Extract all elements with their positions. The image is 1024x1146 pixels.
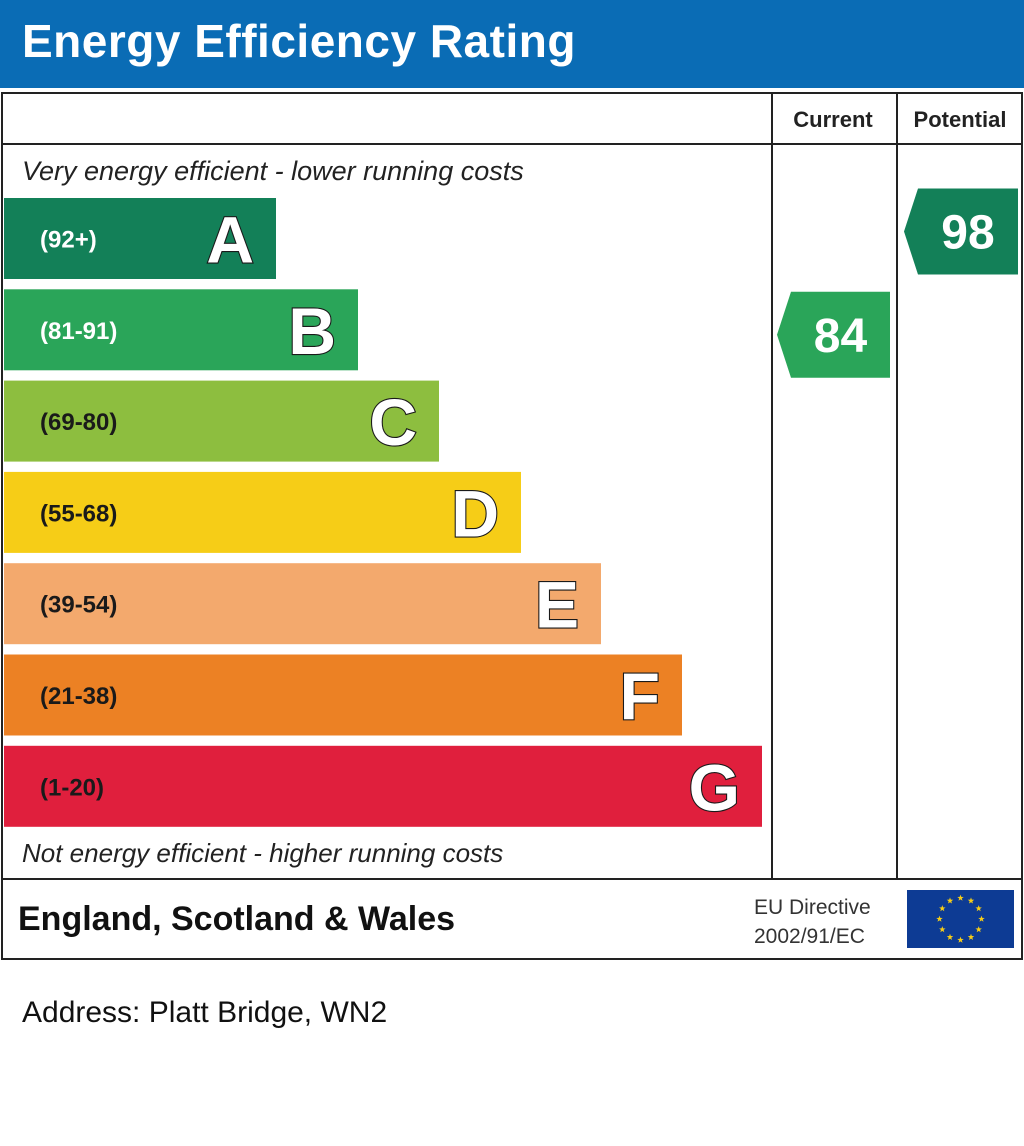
column-header-current: Current bbox=[793, 107, 873, 132]
eu-star-icon bbox=[978, 915, 985, 922]
band-g-bar bbox=[4, 745, 762, 827]
band-b-letter: B bbox=[288, 294, 336, 368]
column-header-potential: Potential bbox=[914, 107, 1007, 132]
band-f-bar bbox=[4, 654, 682, 736]
band-d-range: (55-68) bbox=[40, 500, 117, 527]
potential-rating-arrow bbox=[904, 188, 1018, 275]
band-e-bar bbox=[4, 563, 601, 645]
band-g-range: (1-20) bbox=[40, 774, 104, 801]
rating-indicators: 84 98 bbox=[777, 188, 1018, 378]
eu-star-icon bbox=[936, 915, 943, 922]
band-e-letter: E bbox=[535, 568, 579, 642]
caption-top: Very energy efficient - lower running co… bbox=[22, 156, 524, 186]
eu-star-icon bbox=[946, 933, 954, 940]
eu-star-icon bbox=[957, 936, 964, 943]
band-f-letter: F bbox=[620, 659, 660, 733]
eu-star-icon bbox=[975, 926, 982, 933]
band-g-letter: G bbox=[689, 750, 740, 824]
rating-bands: (92+) A (81-91) B (69-80) C (55-68) D (39-54) E (2… bbox=[4, 198, 762, 827]
address-label: Address: Platt Bridge, WN2 bbox=[22, 996, 388, 1029]
band-f-range: (21-38) bbox=[40, 683, 117, 710]
directive-label-line1: EU Directive bbox=[754, 896, 871, 919]
directive-label-line2: 2002/91/EC bbox=[754, 925, 865, 948]
band-c-letter: C bbox=[369, 385, 417, 459]
band-e-range: (39-54) bbox=[40, 592, 117, 619]
eu-star-icon bbox=[957, 894, 964, 901]
band-a-letter: A bbox=[206, 203, 254, 277]
eu-star-icon bbox=[946, 897, 954, 904]
eu-star-icon bbox=[939, 926, 946, 933]
potential-rating-value: 98 bbox=[941, 207, 994, 260]
eu-flag-stars bbox=[936, 894, 985, 943]
band-d-letter: D bbox=[451, 476, 499, 550]
band-c-bar bbox=[4, 380, 439, 462]
eu-star-icon bbox=[967, 897, 975, 904]
band-d-bar bbox=[4, 471, 521, 553]
eu-star-icon bbox=[975, 905, 982, 912]
band-b-bar bbox=[4, 289, 358, 371]
band-a-range: (92+) bbox=[40, 227, 97, 254]
region-label: England, Scotland & Wales bbox=[18, 900, 455, 938]
current-rating-arrow bbox=[777, 291, 890, 378]
eu-star-icon bbox=[939, 905, 946, 912]
band-a-bar bbox=[4, 198, 276, 279]
band-c-range: (69-80) bbox=[40, 409, 117, 436]
header-bar: Energy Efficiency Rating bbox=[0, 0, 1024, 88]
chart-frame bbox=[1, 92, 1023, 960]
page-title: Energy Efficiency Rating bbox=[22, 15, 576, 67]
eu-star-icon bbox=[967, 933, 975, 940]
caption-bottom: Not energy efficient - higher running co… bbox=[22, 838, 503, 868]
band-b-range: (81-91) bbox=[40, 318, 117, 345]
current-rating-value: 84 bbox=[814, 310, 868, 363]
